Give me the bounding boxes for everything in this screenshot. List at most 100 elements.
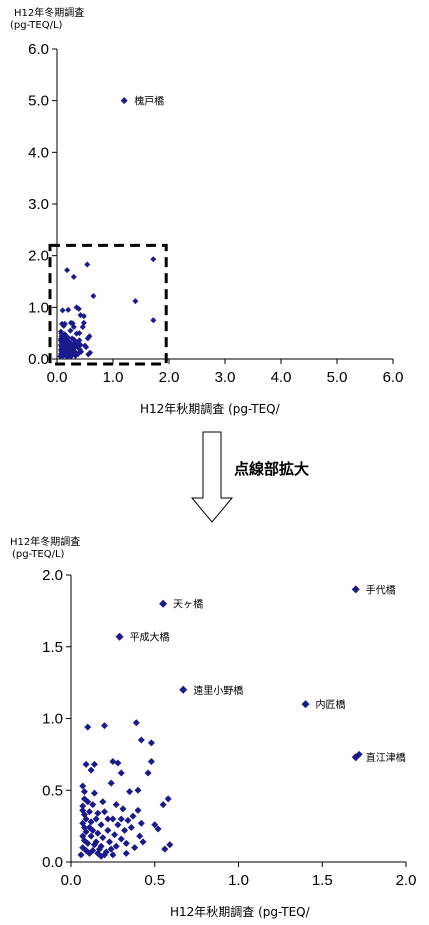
top-y-tick-label: 1.0 (28, 299, 49, 316)
bot-data-point (111, 831, 119, 839)
top-zoom-box (48, 243, 168, 366)
top-data-point (70, 323, 77, 330)
bot-labeled-point (115, 632, 124, 641)
bot-data-point (107, 779, 115, 787)
bot-x-tick-label: 1.5 (312, 872, 333, 889)
top-data-point (65, 306, 72, 313)
bot-data-point (112, 801, 120, 809)
top-data-point (68, 319, 74, 326)
top-scatter-chart: H12年冬期調査 (pg-TEQ/L) 0.0 1.0 2.0 3.0 4.0 5.0 6.… (10, 6, 403, 416)
bot-data-point (154, 825, 162, 833)
bot-data-point (92, 838, 100, 846)
top-x-axis-label: H12年秋期調査 (pg-TEQ/ (140, 402, 281, 416)
bot-point-label: 平成大橋 (130, 631, 170, 644)
top-y-ticks: 0.0 1.0 2.0 3.0 4.0 5.0 6.0 (28, 41, 57, 368)
top-data-point (78, 348, 85, 355)
top-x-tick-label: 4.0 (271, 369, 292, 386)
bot-data-point (122, 849, 130, 857)
bot-point-label: 内匠橋 (316, 698, 346, 711)
down-arrow-icon (190, 431, 234, 523)
top-y-axis-label-line2: (pg-TEQ/L) (10, 20, 63, 31)
bot-data-point (106, 838, 114, 846)
bot-data-point (159, 801, 167, 809)
top-point-labels: 槐戸橋 (134, 95, 164, 108)
top-data-point (73, 304, 80, 311)
top-data-point (76, 337, 83, 344)
bot-point-label: 手代橋 (366, 583, 396, 596)
bot-y-tick-label: 1.5 (42, 639, 63, 656)
bot-data-point (137, 736, 145, 744)
top-data-point (77, 312, 84, 319)
bot-data-point (117, 835, 125, 843)
top-x-tick-label: 3.0 (215, 369, 236, 386)
top-x-ticks: 0.0 1.0 2.0 3.0 4.0 5.0 6.0 (47, 359, 404, 386)
bot-data-point (127, 824, 135, 832)
bot-data-point (85, 824, 93, 832)
top-data-point (60, 337, 67, 344)
top-y-tick-label: 3.0 (28, 196, 49, 213)
top-x-tick-label: 0.0 (47, 369, 68, 386)
bot-data-point (77, 851, 85, 859)
bot-data-point (124, 816, 132, 824)
top-data-point (72, 352, 79, 359)
bot-data-point (89, 847, 97, 855)
top-data-point (90, 292, 97, 299)
bottom-x-ticks: 0.0 0.5 1.0 1.5 2.0 (61, 862, 417, 889)
bot-y-tick-label: 0.5 (42, 782, 63, 799)
bot-data-point (112, 842, 120, 850)
bottom-y-axis-label-line2: (pg-TEQ/L) (12, 549, 65, 560)
top-data-point (59, 307, 66, 314)
bot-data-point (119, 805, 127, 813)
bot-labeled-point (351, 585, 360, 594)
top-data-point (70, 273, 77, 280)
bot-data-point (82, 828, 90, 836)
top-data-point (70, 340, 77, 347)
top-data-point (132, 298, 139, 305)
bottom-y-axis-label-line1: H12年冬期調査 (10, 535, 80, 548)
top-data-point (87, 349, 94, 356)
bot-data-point (87, 818, 95, 826)
bot-data-point (84, 723, 92, 731)
bot-x-tick-label: 2.0 (396, 872, 417, 889)
top-data-point (79, 323, 86, 330)
bot-data-point (147, 739, 155, 747)
bot-x-tick-label: 1.0 (228, 872, 249, 889)
bot-data-point (144, 769, 152, 777)
bot-data-point (84, 798, 92, 806)
bot-data-point (79, 782, 87, 790)
bot-data-point (94, 809, 102, 817)
bot-data-point (97, 852, 105, 860)
bot-data-point (101, 722, 108, 730)
bot-data-point (85, 808, 93, 816)
top-x-tick-label: 5.0 (327, 369, 348, 386)
bot-labeled-point (179, 685, 188, 694)
bot-data-point (117, 815, 125, 823)
bot-y-tick-label: 2.0 (42, 567, 63, 584)
bot-data-point (99, 834, 107, 842)
bot-data-point (114, 821, 122, 829)
top-data-point (76, 330, 83, 337)
bot-data-point (80, 788, 88, 796)
zoom-arrow-label: 点線部拡大 (234, 460, 309, 478)
bot-data-point (109, 758, 117, 766)
top-y-tick-label: 4.0 (28, 144, 49, 161)
top-x-tick-label: 6.0 (383, 369, 404, 386)
top-data-point (80, 319, 87, 326)
bot-labeled-point (301, 700, 310, 709)
bot-data-point (89, 801, 97, 809)
bot-data-point (82, 760, 90, 768)
bot-data-point (107, 845, 115, 853)
bot-x-tick-label: 0.5 (144, 872, 165, 889)
bot-labeled-point (351, 753, 360, 762)
bot-data-point (109, 815, 117, 823)
top-x-tick-label: 2.0 (159, 369, 180, 386)
bot-data-point (122, 839, 130, 847)
bot-data-point (79, 802, 87, 810)
bot-data-point (101, 808, 108, 816)
bot-data-point (82, 815, 90, 823)
top-data-point (83, 344, 90, 351)
bot-data-point (161, 845, 169, 853)
bottom-y-ticks: 0.0 0.5 1.0 1.5 2.0 (42, 567, 71, 871)
bot-y-tick-label: 0.0 (42, 854, 63, 871)
bot-data-point (134, 786, 142, 794)
